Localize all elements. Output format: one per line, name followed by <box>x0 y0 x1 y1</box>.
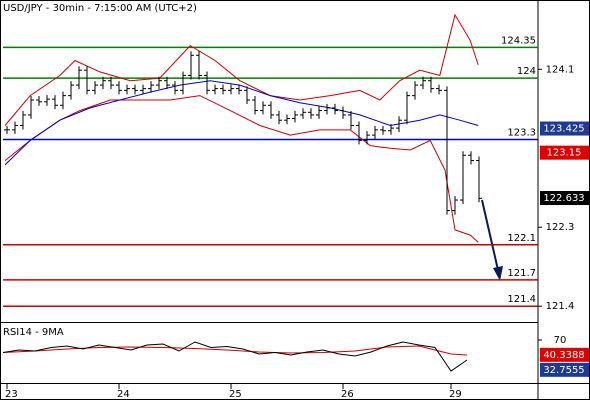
price-bar <box>172 81 178 95</box>
price-bar <box>244 86 250 105</box>
x-tick-label: 23 <box>5 389 18 400</box>
price-bar <box>404 91 410 125</box>
price-bar <box>236 84 242 95</box>
price-bar <box>124 84 130 95</box>
price-bar <box>12 121 18 134</box>
chart-title: USD/JPY - 30min - 7:15:00 AM (UTC+2) <box>3 3 197 14</box>
indicator-line <box>2 341 468 372</box>
price-bar <box>44 95 50 106</box>
price-bar <box>228 84 234 95</box>
price-bar <box>20 110 26 130</box>
price-bar <box>52 95 58 110</box>
price-tag-label: 122.633 <box>543 193 584 204</box>
price-tag <box>540 121 589 136</box>
price-bar <box>412 81 418 100</box>
price-bar <box>260 101 266 115</box>
level-label: 121.7 <box>507 268 536 279</box>
rsi-tag <box>540 362 589 377</box>
price-bar <box>436 84 442 95</box>
price-bar <box>460 151 466 205</box>
price-bar <box>164 76 170 90</box>
price-bar <box>276 110 282 125</box>
price-bar <box>372 125 378 140</box>
indicator-line <box>4 95 479 243</box>
price-bar <box>468 151 474 165</box>
x-tick-label: 24 <box>117 389 130 400</box>
price-bar <box>396 116 402 133</box>
price-bar <box>252 96 258 115</box>
price-bar <box>388 124 394 135</box>
price-bar <box>476 156 482 203</box>
price-bar <box>348 110 354 130</box>
price-bar <box>268 101 274 119</box>
price-bar <box>156 76 162 90</box>
price-tag-label: 123.425 <box>543 124 584 135</box>
price-bar <box>308 108 314 119</box>
price-bar <box>132 84 138 95</box>
price-tag-label: 123.15 <box>547 148 582 159</box>
level-label: 124 <box>517 66 536 77</box>
price-bar <box>356 121 362 145</box>
price-bar <box>108 76 114 90</box>
price-bar <box>180 71 186 95</box>
price-bar <box>332 103 338 115</box>
price-bar <box>380 125 386 135</box>
level-label: 121.4 <box>507 294 536 305</box>
price-bar <box>364 131 370 145</box>
indicator-line <box>2 345 468 356</box>
price-tag <box>540 191 589 206</box>
y-tick-label: 124.1 <box>546 64 575 75</box>
price-bar <box>324 103 330 115</box>
x-tick-label: 25 <box>229 389 242 400</box>
price-bar <box>148 81 154 93</box>
price-bar <box>220 84 226 95</box>
price-bar <box>100 76 106 90</box>
price-bar <box>212 84 218 95</box>
y-tick-label: 121.4 <box>546 301 575 312</box>
price-bar <box>420 76 426 90</box>
x-tick-label: 29 <box>449 389 462 400</box>
price-bar <box>444 86 450 215</box>
rsi-y-tick-label: 70 <box>554 335 567 346</box>
price-bar <box>116 81 122 95</box>
price-bar <box>284 114 290 125</box>
rsi-tag-label: 40.3388 <box>543 350 584 361</box>
level-label: 124.35 <box>501 35 536 46</box>
price-bar <box>140 84 146 95</box>
price-bar <box>196 51 202 80</box>
indicator-line <box>4 80 479 166</box>
level-label: 122.1 <box>507 233 536 244</box>
price-bar <box>188 51 194 80</box>
price-tag <box>540 145 589 160</box>
price-bar <box>428 76 434 93</box>
x-tick-label: 26 <box>341 389 354 400</box>
price-bar <box>292 110 298 123</box>
price-bar <box>316 106 322 119</box>
rsi-tag-label: 32.7555 <box>543 365 584 376</box>
price-bar <box>68 81 74 100</box>
forecast-arrow <box>481 199 503 281</box>
price-bar <box>452 196 458 215</box>
price-bar <box>76 66 82 90</box>
price-bar <box>300 108 306 119</box>
rsi-tag <box>540 347 589 362</box>
price-bar <box>28 96 34 119</box>
y-tick-label: 122.3 <box>546 222 575 233</box>
price-bar <box>92 81 98 95</box>
rsi-title: RSI14 - 9MA <box>3 327 64 338</box>
price-bar <box>340 106 346 119</box>
price-bar <box>60 91 66 110</box>
price-bar <box>84 66 90 95</box>
price-bar <box>204 71 210 95</box>
price-bar <box>4 125 10 134</box>
price-bar <box>36 96 42 106</box>
level-label: 123.3 <box>507 128 536 139</box>
